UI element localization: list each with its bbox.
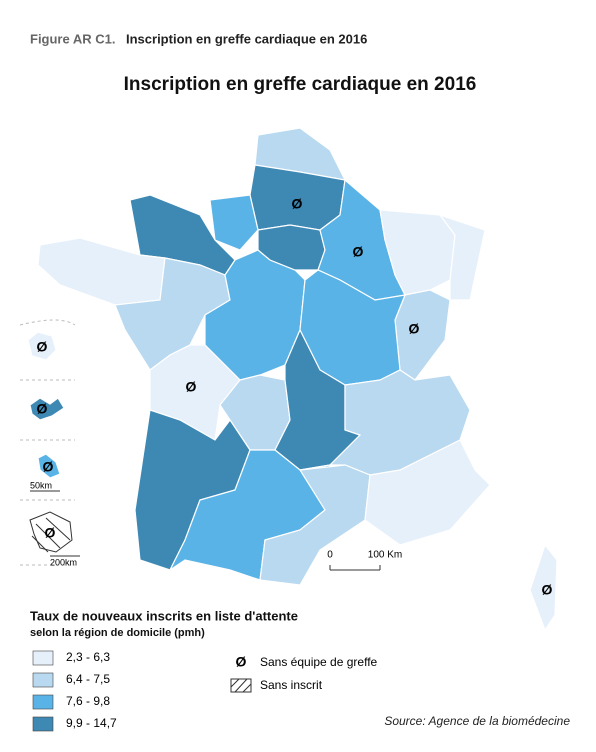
inset-frames [19,319,381,571]
legend-symbol-label: Sans équipe de greffe [260,655,378,669]
no-team-symbol: Ø [43,459,54,475]
no-team-symbol: Ø [37,401,48,417]
no-team-symbol: Ø [45,525,56,541]
legend-label: 9,9 - 14,7 [66,716,117,730]
no-team-symbol: Ø [292,196,303,212]
legend-swatch [32,650,54,666]
scale-end: 100 Km [368,550,402,561]
region [529,543,558,632]
legend: 2,3 - 6,3 6,4 - 7,5 7,6 - 9,8 9,9 - 14,7 [32,650,117,732]
region [259,464,371,586]
figure-text: Inscription en greffe cardiaque en 2016 [126,31,367,46]
legend-label: 6,4 - 7,5 [66,672,110,686]
legend-swatch [32,716,54,732]
legend-title: Taux de nouveaux inscrits en liste d'att… [30,608,298,623]
region [27,331,57,361]
inset-scale: 50km [30,480,52,490]
region [394,289,451,381]
region [37,453,61,479]
no-team-symbol: Ø [186,379,197,395]
legend-swatch [32,672,54,688]
guyane [29,511,73,553]
region [29,397,65,421]
legend-label: 2,3 - 6,3 [66,650,110,664]
legend-symbol: Ø [236,654,247,670]
no-team-symbol: Ø [409,321,420,337]
legend-label: 7,6 - 9,8 [66,694,110,708]
symbols: Ø Ø Ø Ø Ø Ø Ø Ø Ø Ø [37,196,553,670]
no-team-symbol: Ø [542,582,553,598]
legend-hatch-lines [230,678,252,693]
legend-subtitle: selon la région de domicile (pmh) [30,627,205,639]
scale-start: 0 [327,550,333,561]
no-team-symbol: Ø [353,244,364,260]
regions [27,127,558,632]
region [209,194,259,251]
figure-label: Figure AR C1. [30,31,115,46]
no-team-symbol: Ø [37,339,48,355]
region [364,439,491,546]
map-title: Inscription en greffe cardiaque en 2016 [124,74,477,95]
legend-swatch [32,694,54,710]
inset-scale: 200km [50,557,77,567]
source: Source: Agence de la biomédecine [384,714,570,728]
legend-symbol-label: Sans inscrit [260,678,323,692]
